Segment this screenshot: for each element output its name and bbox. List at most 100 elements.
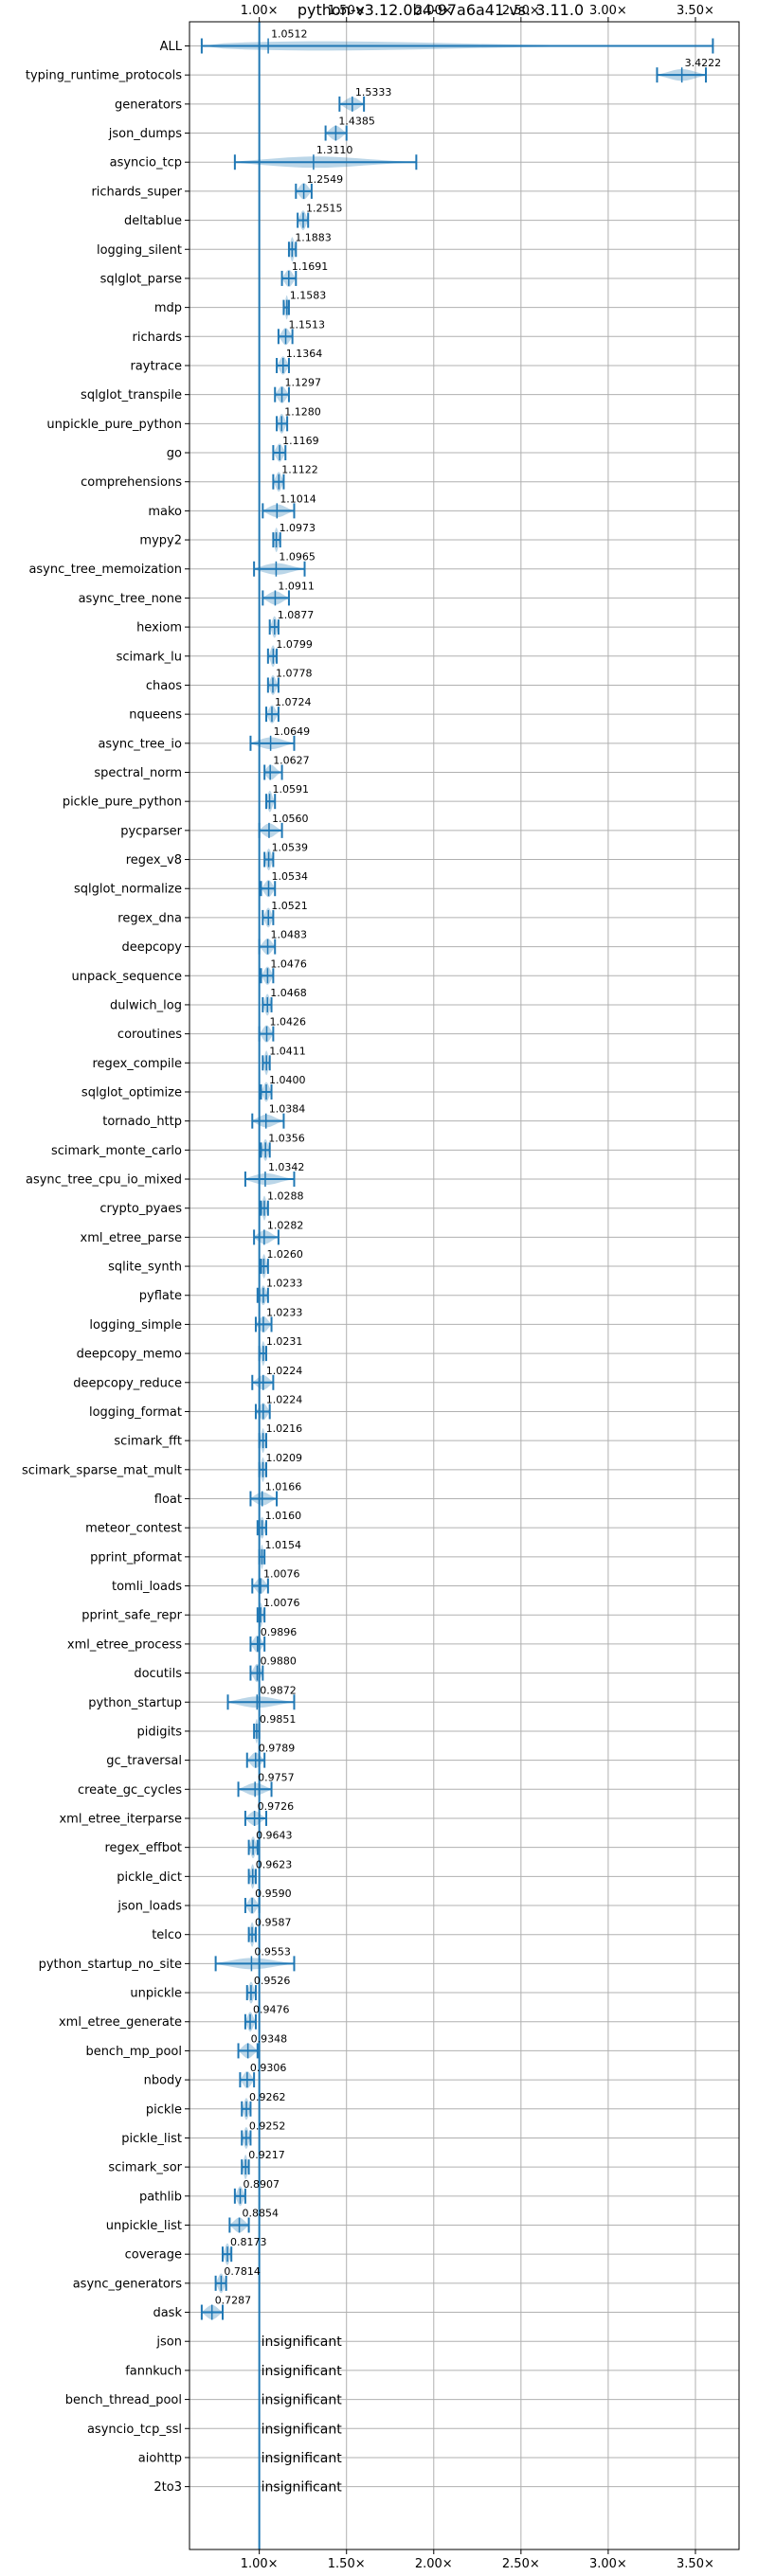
value-label: 0.9872 — [260, 1684, 297, 1696]
benchmark-name: pickle_list — [121, 2132, 182, 2146]
x-tick-label-top: 3.50× — [677, 4, 714, 18]
value-label: 1.0539 — [272, 842, 309, 854]
benchmark-name: pathlib — [139, 2190, 182, 2204]
benchmark-name: async_tree_memoization — [28, 563, 182, 577]
benchmark-name: sqlglot_parse — [100, 272, 182, 286]
benchmark-name: bench_thread_pool — [65, 2393, 182, 2407]
benchmark-name: xml_etree_process — [67, 1637, 182, 1652]
value-label: 1.3110 — [316, 144, 353, 156]
value-label: 0.9553 — [254, 1945, 291, 1958]
value-label: 1.0356 — [268, 1132, 305, 1144]
value-label: 0.8173 — [230, 2236, 267, 2248]
value-label: 1.0512 — [271, 28, 308, 41]
value-label: 0.9306 — [250, 2062, 287, 2074]
chart-title: python-v3.12.0b4-97a6a41 vs. 3.11.0 — [298, 1, 584, 19]
benchmark-name: ALL — [160, 40, 183, 54]
value-label: 1.0384 — [269, 1103, 306, 1116]
benchmark-name: logging_format — [89, 1405, 182, 1420]
value-label: 0.7814 — [224, 2265, 261, 2278]
x-tick-label-top: 2.00× — [415, 4, 453, 18]
value-label: 1.1883 — [295, 231, 332, 243]
benchmark-name: xml_etree_iterparse — [59, 1812, 182, 1826]
benchmark-name: deepcopy_memo — [77, 1348, 182, 1362]
insignificant-label: insignificant — [262, 2364, 343, 2379]
x-tick-label-top: 2.50× — [502, 4, 540, 18]
value-label: 1.0778 — [276, 667, 313, 679]
benchmark-name: meteor_contest — [85, 1522, 182, 1536]
benchmark-name: spectral_norm — [94, 766, 182, 780]
benchmark-name: scimark_sor — [108, 2161, 182, 2175]
benchmark-name: go — [167, 447, 182, 461]
value-label: 0.9757 — [258, 1771, 295, 1783]
value-label: 3.4222 — [685, 57, 722, 69]
benchmark-name: async_tree_cpu_io_mixed — [26, 1173, 182, 1188]
x-axis-ticks: 1.00× 1.00× 1.50× 1.50× 2.00× 2.00× 2.50× 2.50×… — [185, 4, 714, 2571]
benchmark-name: asyncio_tcp_ssl — [87, 2423, 182, 2437]
value-label: 0.9262 — [249, 2091, 286, 2103]
benchmark-name: pprint_pformat — [90, 1550, 182, 1565]
value-label: 0.9789 — [259, 1743, 296, 1755]
value-label: 1.5333 — [355, 86, 392, 98]
value-label: 1.2515 — [306, 203, 343, 215]
value-label: 1.0534 — [271, 870, 308, 883]
benchmark-name: sqlglot_transpile — [81, 388, 182, 402]
benchmark-name: aiohttp — [138, 2451, 182, 2465]
benchmark-name: xml_etree_parse — [81, 1231, 182, 1245]
value-label: 1.1513 — [289, 318, 326, 331]
value-label: 0.8854 — [243, 2208, 280, 2220]
x-tick-label-top: 1.00× — [241, 4, 279, 18]
benchmark-marks — [200, 38, 714, 2320]
benchmark-name: scimark_monte_carlo — [51, 1144, 182, 1158]
benchmark-name: hexiom — [136, 621, 182, 635]
benchmark-name: coroutines — [117, 1028, 182, 1042]
benchmark-labels: ALL 1.0512 typing_runtime_protocols 3.4222 g… — [22, 28, 721, 2496]
benchmark-name: pickle_pure_python — [63, 796, 182, 810]
x-tick-label-bottom: 2.50× — [502, 2557, 540, 2571]
value-label: 0.9851 — [260, 1713, 297, 1726]
benchmark-name: unpickle — [130, 1987, 182, 2001]
benchmark-name: coverage — [125, 2248, 182, 2263]
benchmark-name: regex_v8 — [126, 853, 182, 868]
value-label: 1.0288 — [267, 1190, 304, 1203]
value-label: 1.0282 — [267, 1219, 304, 1231]
benchmark-name: async_tree_none — [79, 592, 182, 606]
benchmark-name: json — [155, 2335, 182, 2350]
benchmark-name: unpack_sequence — [71, 970, 182, 984]
x-tick-label-bottom: 3.00× — [589, 2557, 627, 2571]
benchmark-name: chaos — [146, 679, 182, 693]
insignificant-label: insignificant — [262, 2334, 343, 2350]
value-label: 0.9896 — [261, 1626, 298, 1638]
value-label: 1.1583 — [290, 290, 327, 302]
value-label: 0.9880 — [260, 1655, 297, 1668]
benchmark-name: scimark_sparse_mat_mult — [22, 1463, 182, 1477]
value-label: 0.9526 — [254, 1975, 291, 1987]
insignificant-label: insignificant — [262, 2480, 343, 2496]
value-label: 1.1014 — [280, 492, 316, 505]
benchmark-name: docutils — [134, 1667, 182, 1681]
benchmark-name: logging_silent — [97, 243, 182, 258]
benchmark-name: 2to3 — [153, 2480, 182, 2495]
value-label: 1.1691 — [292, 260, 329, 273]
benchmark-name: pickle_dict — [117, 1870, 182, 1885]
benchmark-name: pycparser — [120, 824, 182, 838]
benchmark-name: regex_effbot — [104, 1841, 182, 1855]
benchmark-name: create_gc_cycles — [78, 1783, 182, 1798]
value-label: 0.9476 — [253, 2004, 290, 2016]
benchmark-name: fannkuch — [125, 2364, 182, 2378]
benchmark-name: regex_compile — [92, 1057, 182, 1071]
value-label: 1.0591 — [273, 783, 310, 796]
value-label: 1.0468 — [270, 987, 307, 999]
x-tick-label-bottom: 3.50× — [677, 2557, 714, 2571]
benchmark-name: mako — [148, 505, 182, 519]
value-label: 0.9623 — [256, 1858, 293, 1870]
value-label: 1.0965 — [279, 551, 316, 564]
value-label: 1.0649 — [274, 725, 311, 738]
benchmark-name: asyncio_tcp — [110, 156, 182, 170]
value-label: 0.9590 — [255, 1887, 292, 1900]
benchmark-name: xml_etree_generate — [59, 2015, 182, 2030]
value-label: 0.9587 — [255, 1917, 292, 1929]
benchmark-name: typing_runtime_protocols — [26, 69, 182, 83]
benchmark-name: mypy2 — [139, 534, 182, 548]
plot-frame — [189, 21, 740, 2550]
